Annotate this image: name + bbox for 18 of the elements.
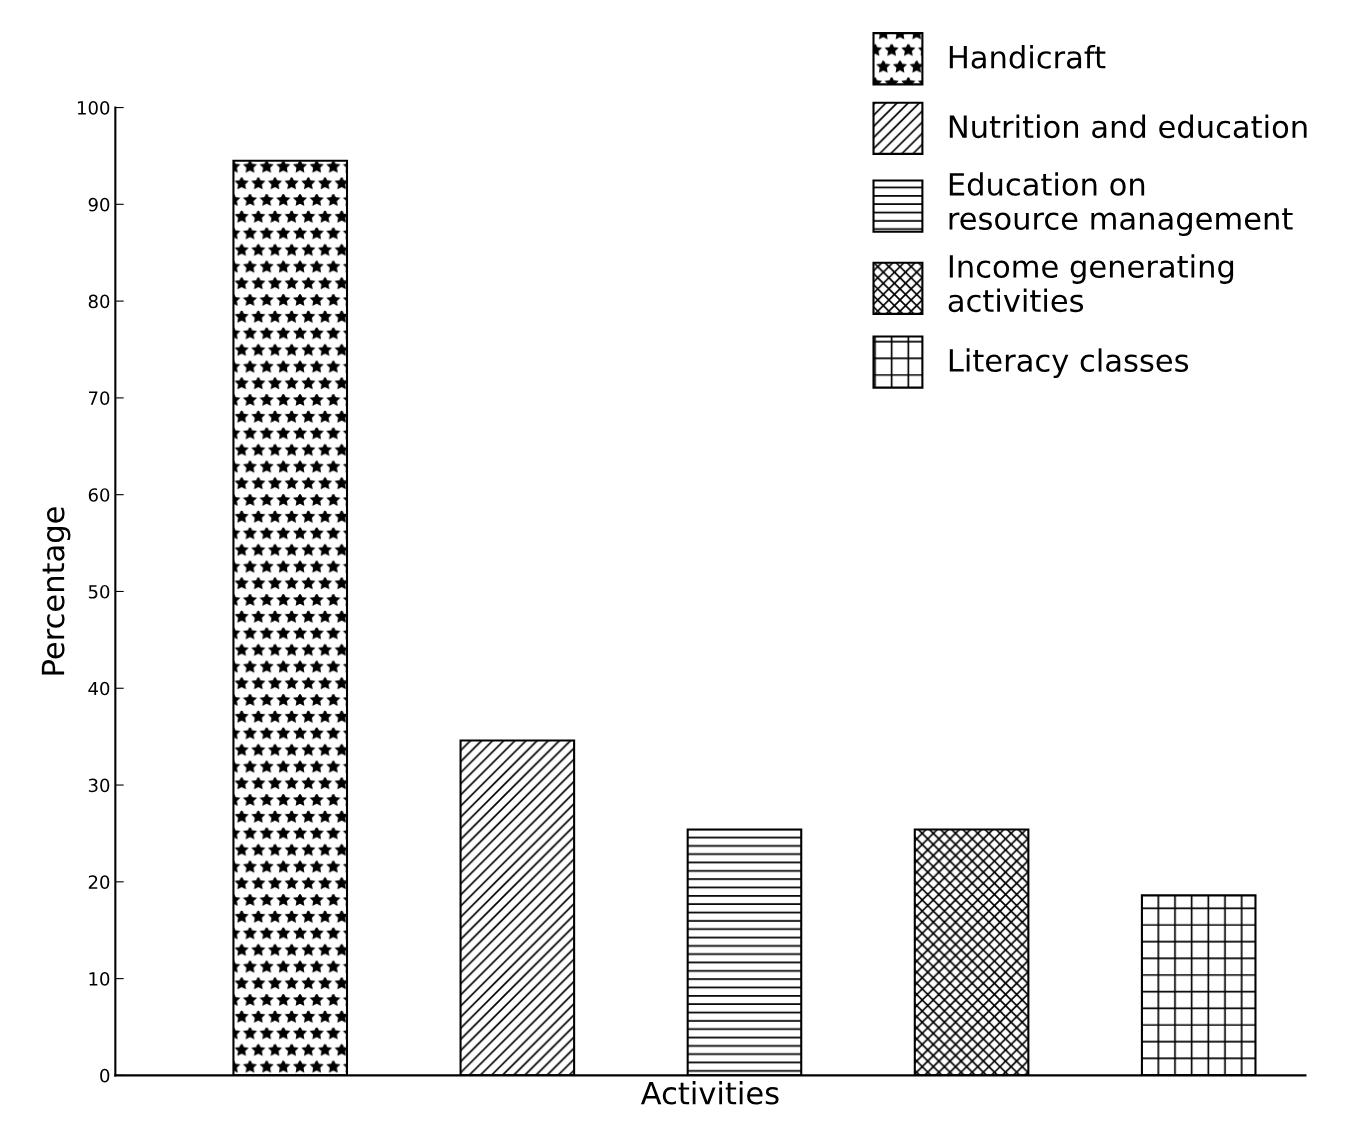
- y-tick-label: 80: [88, 294, 110, 309]
- x-axis-title: Activities: [640, 1080, 779, 1105]
- y-axis-title: Percentage: [41, 507, 71, 675]
- legend-label: Literacy classes: [949, 348, 1189, 378]
- y-tick-label: 40: [88, 681, 110, 696]
- y-tick-label: 100: [78, 101, 110, 115]
- y-tick-label: 50: [88, 584, 110, 599]
- y-tick-label: 70: [88, 391, 110, 406]
- legend-label: Handicraft: [949, 45, 1106, 69]
- y-tick-label: 90: [88, 197, 110, 212]
- y-tick-label: 0: [100, 1068, 110, 1083]
- y-tick-label: 10: [89, 972, 110, 986]
- y-tick-label: 60: [88, 488, 110, 502]
- legend-label: Income generating activities: [948, 254, 1234, 313]
- legend-label: Education on resource management: [949, 172, 1293, 236]
- y-tick-label: 30: [88, 778, 110, 793]
- legend-label: Nutrition and education: [949, 114, 1307, 139]
- y-tick-label: 20: [88, 875, 110, 889]
